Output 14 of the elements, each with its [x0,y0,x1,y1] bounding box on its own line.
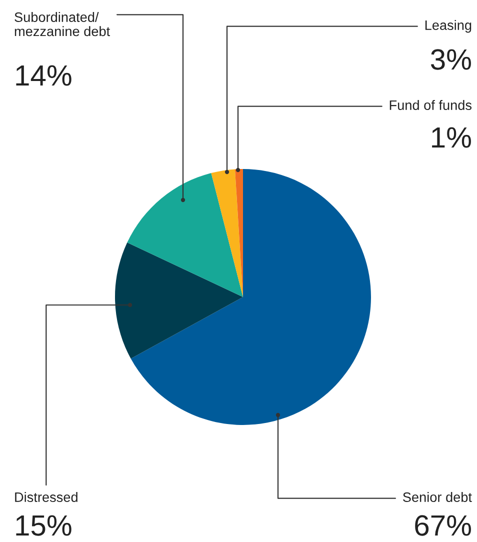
slice-label: Subordinated/ mezzanine debt [14,12,110,36]
data-label: 3% [430,49,471,70]
data-label: 15% [16,515,72,536]
data-label: 67% [415,515,471,536]
slice-label: Fund of funds [390,100,472,110]
pie-slice [130,169,371,425]
data-label: 1% [432,127,471,148]
slice-label: Senior debt [403,492,472,502]
slice-label: Leasing [425,20,472,33]
data-label: 14% [16,65,72,86]
pie-slice [115,242,243,359]
slice-label: Distressed [15,492,78,502]
pie-slice [211,169,243,297]
pie-slice [127,173,243,297]
